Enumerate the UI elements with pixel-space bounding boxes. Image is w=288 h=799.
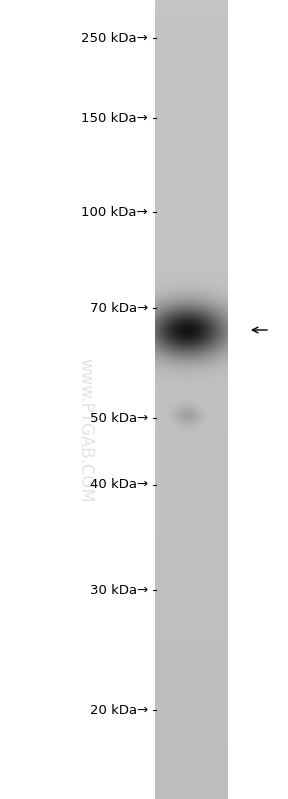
- Text: 50 kDa→: 50 kDa→: [90, 411, 148, 424]
- Text: www.PTGAB.COM: www.PTGAB.COM: [76, 358, 94, 503]
- Text: 20 kDa→: 20 kDa→: [90, 703, 148, 717]
- Text: 100 kDa→: 100 kDa→: [82, 205, 148, 218]
- Text: 30 kDa→: 30 kDa→: [90, 583, 148, 597]
- Text: 250 kDa→: 250 kDa→: [81, 31, 148, 45]
- Text: 150 kDa→: 150 kDa→: [81, 112, 148, 125]
- Text: 40 kDa→: 40 kDa→: [90, 479, 148, 491]
- Text: 70 kDa→: 70 kDa→: [90, 301, 148, 315]
